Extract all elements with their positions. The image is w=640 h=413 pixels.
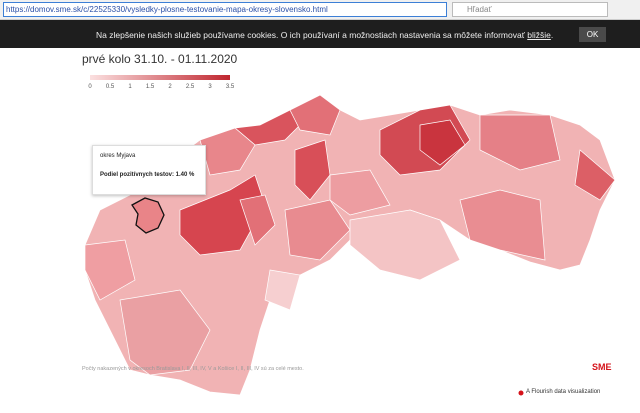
legend-label: 1.5 (146, 84, 155, 90)
tooltip-value: Podiel pozitívnych testov: 1.40 % (100, 172, 195, 178)
tooltip: okres Myjava Podiel pozitívnych testov: … (92, 145, 206, 195)
credit[interactable]: A Flourish data visualization (526, 389, 601, 395)
cookie-banner: Na zlepšenie našich služieb používame co… (0, 20, 640, 48)
legend-label: 3 (208, 84, 212, 90)
tooltip-title: okres Myjava (100, 153, 136, 159)
cookie-message: Na zlepšenie našich služieb používame co… (96, 30, 528, 40)
legend-label: 3.5 (226, 84, 235, 90)
cookie-end: . (550, 30, 554, 40)
highlighted-district[interactable] (131, 197, 165, 234)
legend-scale (90, 75, 230, 80)
cookie-link[interactable]: bližšie (527, 30, 551, 40)
ok-button[interactable]: OK (579, 27, 606, 42)
logo[interactable]: SME (592, 362, 612, 372)
cookie-text: Na zlepšenie našich služieb používame co… (96, 30, 553, 40)
subtitle: prvé kolo 31.10. - 01.11.2020 (82, 52, 238, 66)
footnote: Počty nakazených v okresoch Bratislava I… (82, 366, 304, 372)
url-field[interactable]: https://domov.sme.sk/c/22525330/vysledky… (3, 2, 447, 17)
legend-label: 0 (88, 84, 92, 90)
legend-labels: 0 0.5 1 1.5 2 2.5 3 3.5 (88, 84, 235, 90)
legend-label: 0.5 (106, 84, 115, 90)
legend-label: 1 (128, 84, 132, 90)
districts (84, 94, 616, 376)
credit-icon (518, 390, 524, 396)
search-field[interactable]: Hľadať (452, 2, 608, 17)
legend-label: 2 (168, 84, 172, 90)
browser-bar: https://domov.sme.sk/c/22525330/vysledky… (0, 0, 640, 20)
legend-label: 2.5 (186, 84, 195, 90)
